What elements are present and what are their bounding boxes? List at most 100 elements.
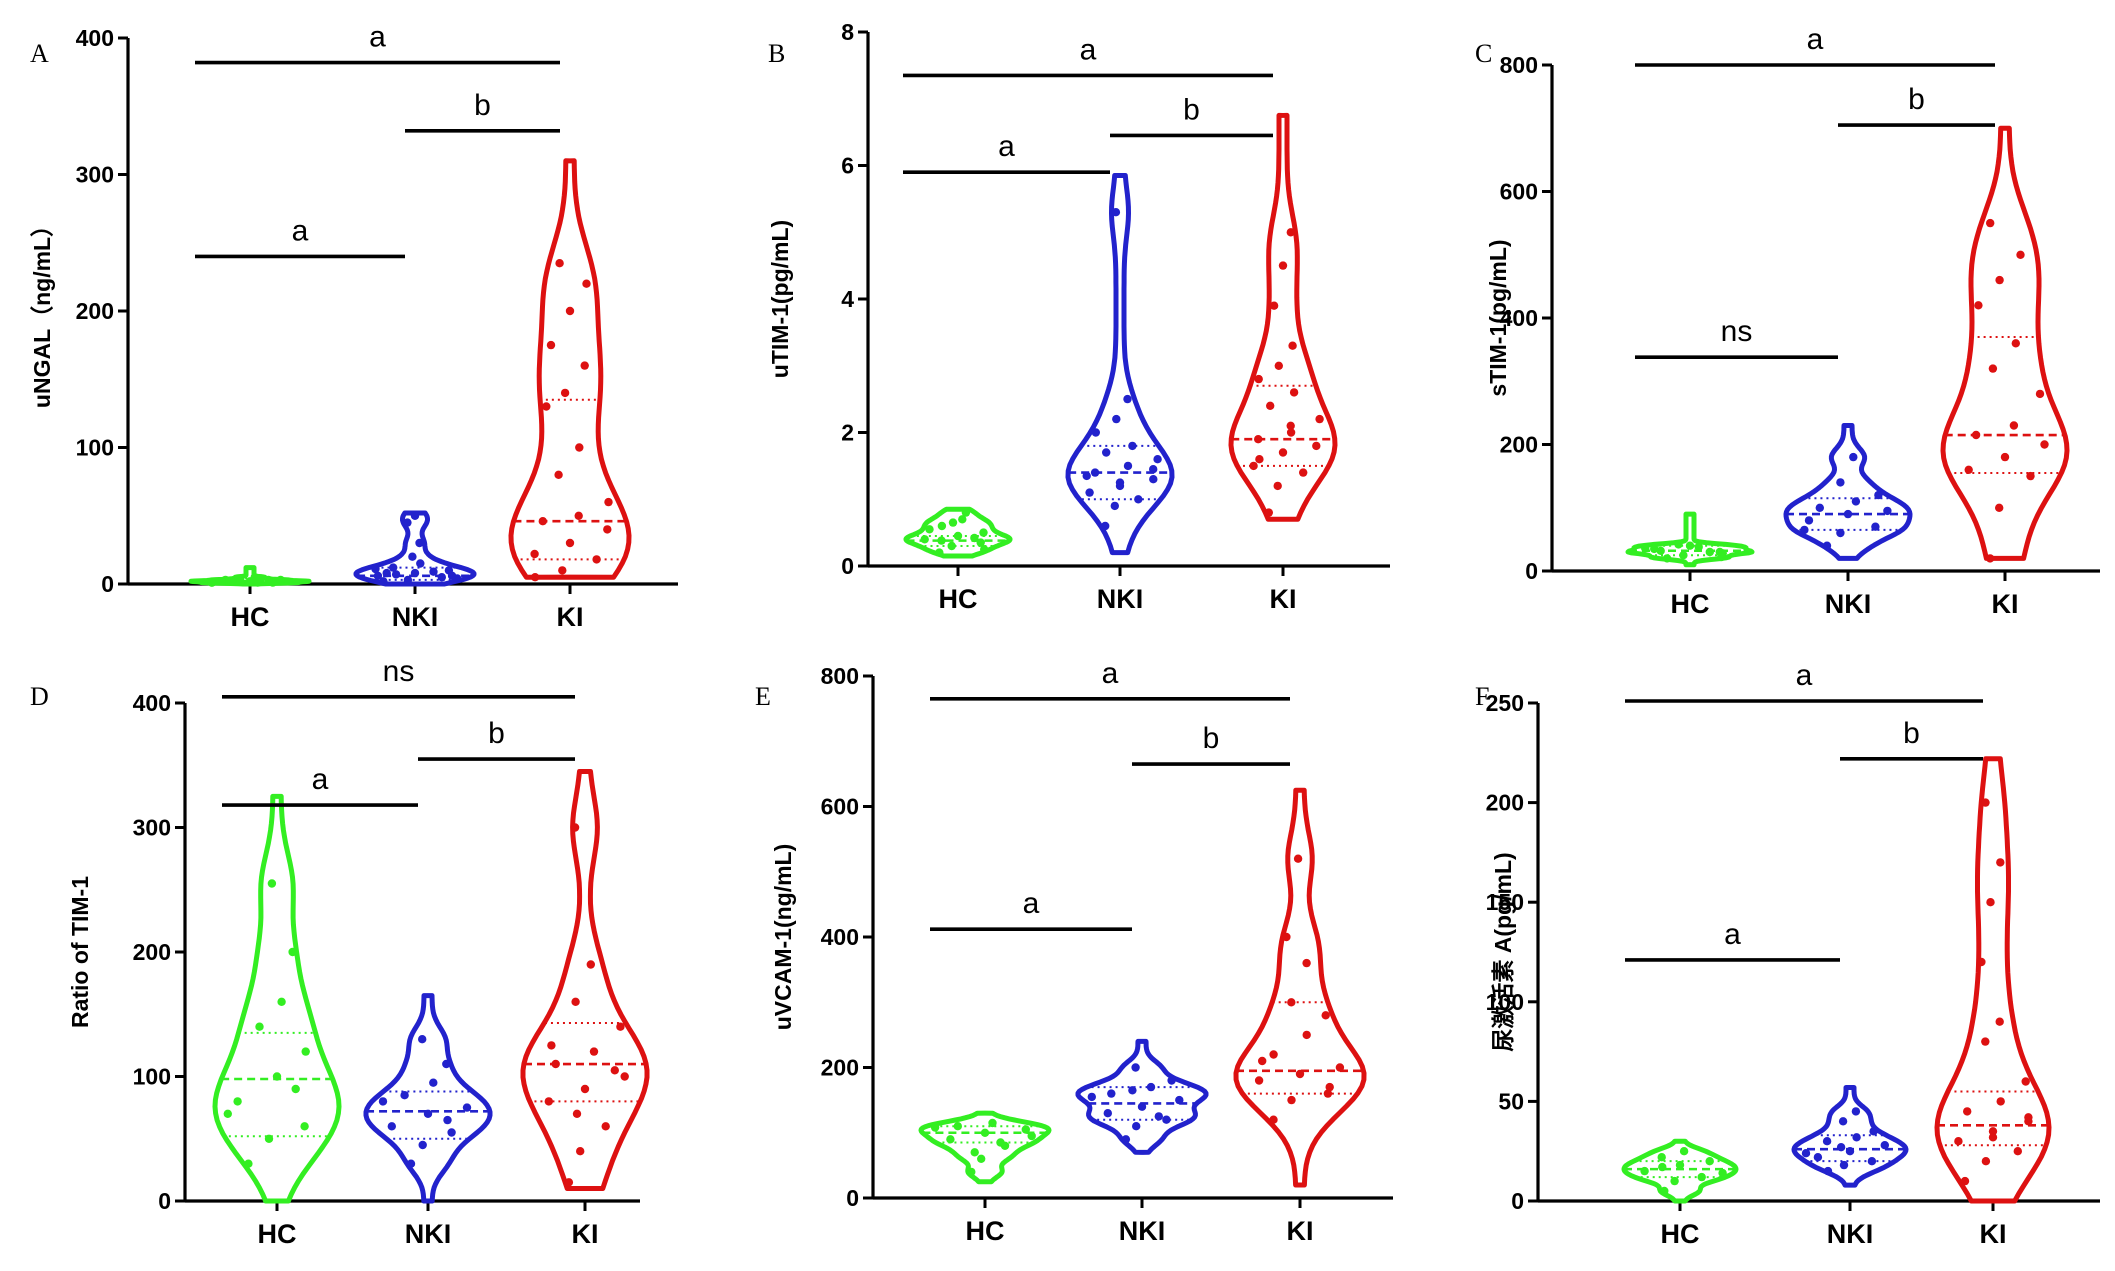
- data-point: [1813, 1153, 1823, 1162]
- data-point: [1981, 798, 1990, 807]
- data-point: [1282, 932, 1291, 942]
- data-point: [1996, 858, 2005, 867]
- data-point: [996, 1138, 1005, 1147]
- data-point: [442, 1059, 451, 1069]
- data-point: [1869, 1127, 1878, 1136]
- data-point: [558, 566, 567, 575]
- data-point: [1717, 552, 1726, 562]
- data-point: [538, 517, 547, 526]
- violin-ki: [508, 158, 632, 580]
- data-point: [410, 511, 420, 520]
- y-tick-label: 200: [821, 1055, 859, 1081]
- data-point: [447, 1128, 456, 1137]
- significance-label: a: [998, 130, 1015, 163]
- data-point: [589, 1047, 599, 1056]
- data-point: [437, 573, 446, 582]
- data-point: [574, 511, 583, 520]
- data-point: [1845, 1147, 1855, 1156]
- data-point: [415, 538, 424, 548]
- y-axis-label: 尿激活素 A(pg/mL): [1490, 852, 1516, 1051]
- data-point: [980, 1128, 990, 1138]
- data-point: [1254, 374, 1263, 384]
- chart-panel-f: F 尿激活素 A(pg/mL) 0 50 100 150 200 250 HC NKI KI a b a: [1475, 659, 2100, 1249]
- data-point: [1880, 1141, 1890, 1150]
- data-point: [1107, 1089, 1116, 1098]
- x-tick-label-hc: HC: [939, 584, 978, 614]
- significance-label: a: [312, 763, 329, 796]
- data-point: [1650, 544, 1659, 554]
- panel-letter: B: [768, 39, 785, 68]
- data-point: [1249, 461, 1258, 471]
- significance-label: b: [1183, 93, 1200, 126]
- data-point: [580, 361, 589, 370]
- data-point: [1838, 1117, 1848, 1126]
- data-point: [542, 402, 551, 411]
- data-point: [1082, 471, 1091, 481]
- data-point: [1801, 1149, 1811, 1158]
- y-tick-label: 300: [133, 815, 171, 841]
- data-point: [1988, 1133, 1998, 1142]
- data-point: [277, 997, 286, 1006]
- x-tick-label-nki: NKI: [405, 1219, 452, 1249]
- data-point: [1123, 461, 1133, 471]
- x-tick-label-nki: NKI: [1825, 589, 1872, 619]
- data-point: [1302, 1030, 1311, 1040]
- data-point: [1836, 1143, 1846, 1152]
- data-point: [1986, 898, 1995, 907]
- x-tick-label-hc: HC: [1671, 589, 1710, 619]
- y-tick-label: 0: [158, 1188, 171, 1214]
- data-point: [1134, 495, 1143, 504]
- violin-ki: [1228, 112, 1338, 522]
- y-tick-label: 250: [1486, 690, 1524, 716]
- data-point: [947, 541, 956, 551]
- violin-nki: [1791, 1084, 1909, 1188]
- data-point: [1705, 547, 1715, 557]
- data-point: [953, 1122, 962, 1131]
- data-point: [418, 1035, 427, 1044]
- data-point: [1021, 1125, 1030, 1134]
- significance-label: b: [474, 89, 491, 122]
- violin-ki: [520, 768, 650, 1192]
- data-point: [970, 1148, 979, 1157]
- data-point: [977, 1154, 986, 1164]
- data-point: [572, 1109, 582, 1119]
- data-point: [530, 573, 540, 582]
- data-point: [1662, 554, 1672, 563]
- data-point: [1823, 1166, 1833, 1176]
- x-tick-label-hc: HC: [258, 1219, 297, 1249]
- data-point: [1258, 1056, 1267, 1066]
- data-point: [620, 1072, 629, 1081]
- y-tick-label: 50: [1498, 1088, 1524, 1114]
- data-point: [244, 1159, 253, 1168]
- data-point: [223, 1109, 232, 1119]
- data-point: [1103, 1109, 1113, 1118]
- data-point: [378, 1097, 388, 1106]
- data-point: [551, 1059, 560, 1069]
- y-tick-label: 0: [1525, 558, 1538, 584]
- data-point: [1800, 525, 1809, 535]
- x-tick-label-ki: KI: [1270, 584, 1297, 614]
- data-point: [1964, 465, 1973, 474]
- data-point: [988, 1118, 997, 1128]
- x-tick-label-ki: KI: [1980, 1219, 2007, 1249]
- data-point: [1697, 1172, 1706, 1182]
- data-point: [264, 575, 273, 585]
- data-point: [406, 1159, 416, 1168]
- data-point: [382, 568, 391, 578]
- data-point: [410, 568, 420, 578]
- data-point: [1101, 521, 1110, 531]
- data-point: [389, 563, 398, 572]
- x-tick-label-hc: HC: [1661, 1219, 1700, 1249]
- data-point: [1641, 544, 1650, 553]
- y-tick-label: 400: [76, 25, 114, 51]
- data-point: [1804, 516, 1814, 525]
- y-tick-label: 2: [841, 420, 854, 446]
- violin-ki: [1934, 756, 2052, 1204]
- significance-label: a: [1102, 657, 1119, 690]
- data-point: [565, 306, 575, 316]
- data-point: [1302, 958, 1311, 968]
- data-point: [391, 570, 401, 579]
- data-point: [1977, 957, 1986, 967]
- data-point: [423, 1109, 433, 1119]
- data-point: [1996, 1097, 2005, 1106]
